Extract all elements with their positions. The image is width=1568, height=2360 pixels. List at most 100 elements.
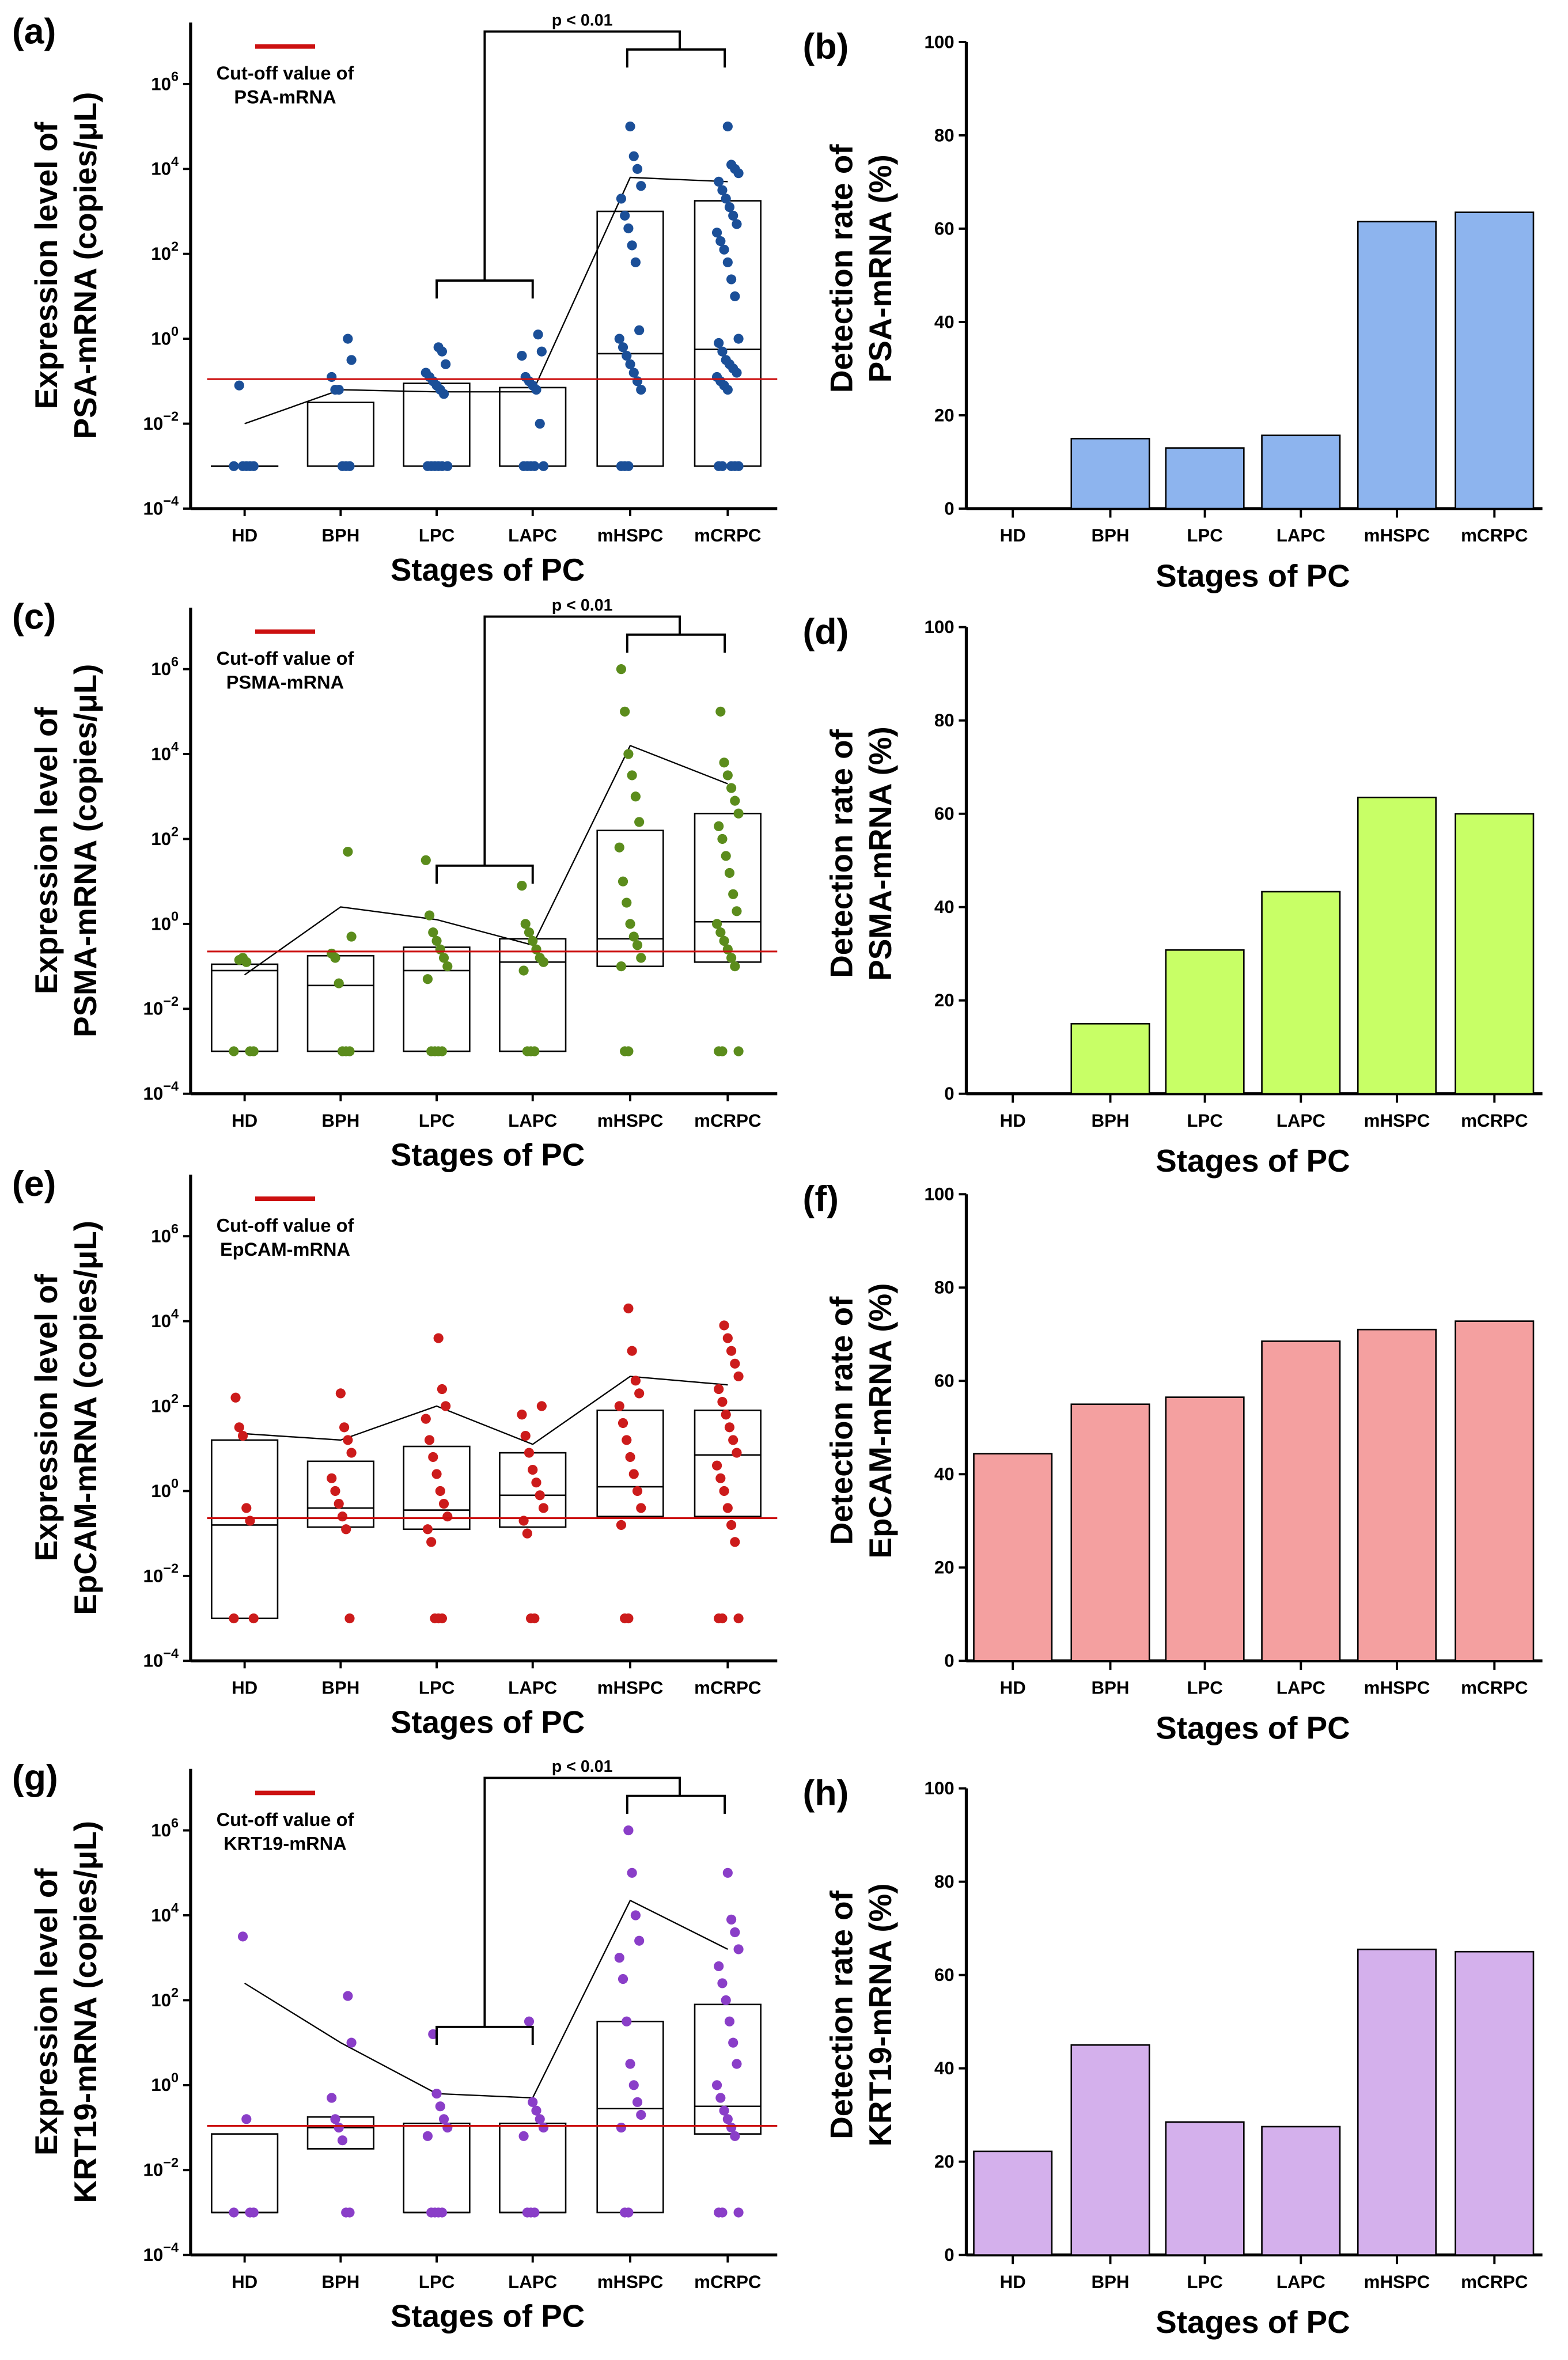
- data-point: [711, 372, 722, 382]
- x-tick-label: mCRPC: [694, 525, 761, 546]
- y-tick-label: 100: [151, 909, 179, 934]
- y-tick-label: 10−2: [143, 2155, 179, 2180]
- data-point: [726, 461, 737, 471]
- data-point: [625, 919, 635, 929]
- box: [694, 200, 762, 467]
- data-point: [343, 846, 353, 857]
- box: [499, 1452, 567, 1528]
- x-tick-label: mHSPC: [1364, 1111, 1430, 1131]
- y-tick-label: 60: [934, 218, 955, 238]
- y-tick-label: 10−4: [143, 1079, 179, 1104]
- mean-line: [244, 176, 728, 425]
- bar: [1261, 891, 1341, 1095]
- box: [306, 2116, 374, 2150]
- data-point: [426, 1537, 437, 1547]
- data-point: [632, 164, 643, 174]
- y-label-line2: KRT19-mRNA (%): [862, 1884, 898, 2147]
- data-point: [620, 2207, 630, 2218]
- data-point: [627, 1867, 637, 1878]
- x-tick-label: LAPC: [508, 2272, 557, 2292]
- x-tick-label: BPH: [1092, 1111, 1130, 1131]
- mean-line: [244, 1376, 728, 1445]
- data-point: [717, 185, 728, 195]
- x-tick-label: HD: [232, 1678, 257, 1698]
- x-tick-label: HD: [232, 525, 257, 546]
- data-point: [426, 1046, 437, 1056]
- panel-c: (c) 10−4 10−2 100 102 104 106 Expression level …: [12, 596, 778, 1173]
- box: [403, 382, 471, 467]
- data-point: [533, 329, 543, 340]
- y-tick-label: 10−2: [143, 1561, 179, 1586]
- data-point: [337, 461, 348, 471]
- data-point: [535, 1490, 545, 1501]
- data-point: [632, 376, 643, 387]
- data-point: [237, 461, 248, 471]
- y-tick-label: 100: [924, 1184, 954, 1204]
- data-point: [628, 368, 639, 378]
- data-point: [520, 919, 531, 929]
- data-point: [524, 2016, 535, 2026]
- panel-f: (f) 0 20 40 60 80 100 Detection rate of EpCAM-mR…: [803, 1179, 1543, 1746]
- data-point: [634, 1388, 645, 1399]
- data-point: [717, 834, 728, 844]
- y-tick-label: 80: [934, 1872, 955, 1892]
- tick-exponent: −2: [163, 1561, 179, 1576]
- data-point: [711, 1460, 722, 1471]
- bar: [973, 2150, 1053, 2256]
- data-point: [430, 1613, 440, 1624]
- y-axis-label: Detection rate of PSMA-mRNA (%): [824, 726, 899, 981]
- bar: [1455, 1950, 1535, 2256]
- data-point: [614, 1953, 624, 1963]
- data-point: [327, 948, 337, 959]
- y-axis-label: Expression level of KRT19-mRNA (copies/μL…: [28, 1821, 103, 2203]
- data-point: [245, 2207, 255, 2218]
- box: [211, 2133, 279, 2214]
- data-point: [237, 1431, 248, 1441]
- data-point: [614, 334, 624, 344]
- data-point: [424, 910, 435, 920]
- data-point: [636, 1503, 646, 1513]
- mean-line: [244, 1899, 728, 2099]
- box: [306, 954, 374, 1052]
- data-point: [733, 808, 744, 819]
- data-point: [431, 2088, 442, 2099]
- y-tick-label: 80: [934, 1278, 955, 1298]
- x-tick-label: mHSPC: [1364, 2272, 1430, 2292]
- x-tick-label: BPH: [321, 2272, 359, 2292]
- data-point: [634, 817, 645, 827]
- y-label-line2: PSMA-mRNA (copies/μL): [67, 664, 103, 1037]
- x-tick-label: LAPC: [1277, 2272, 1325, 2292]
- panel-letter: (f): [803, 1179, 839, 1219]
- data-point: [426, 2207, 437, 2218]
- x-tick-label: mCRPC: [1461, 1678, 1528, 1698]
- data-point: [622, 897, 632, 908]
- data-point: [724, 202, 735, 213]
- data-point: [714, 338, 724, 348]
- data-point: [636, 384, 646, 395]
- data-point: [435, 1486, 445, 1497]
- data-point: [616, 194, 626, 204]
- data-point: [424, 1435, 435, 1445]
- x-tick-label: LPC: [1187, 1678, 1223, 1698]
- data-point: [518, 461, 529, 471]
- x-tick-label: mHSPC: [597, 2272, 664, 2292]
- data-point: [628, 151, 639, 161]
- y-tick-label: 10−2: [143, 994, 179, 1019]
- y-label-line2: PSA-mRNA (copies/μL): [67, 92, 103, 440]
- x-tick-label: LAPC: [1277, 1111, 1325, 1131]
- data-point: [234, 380, 244, 391]
- data-point: [722, 257, 733, 268]
- data-point: [422, 461, 433, 471]
- data-point: [441, 1401, 451, 1411]
- y-axis-label: Expression level of EpCAM-mRNA (copies/μL…: [28, 1221, 103, 1615]
- data-point: [733, 1613, 744, 1624]
- x-tick-label: LAPC: [508, 1678, 557, 1698]
- y-label-line1: Expression level of: [28, 707, 64, 994]
- data-point: [630, 257, 641, 268]
- x-tick-label: mHSPC: [597, 525, 664, 546]
- data-point: [435, 944, 445, 954]
- significance-bracket: [435, 615, 726, 884]
- y-axis-label: Detection rate of PSA-mRNA (%): [824, 144, 899, 393]
- data-point: [343, 1435, 353, 1445]
- data-point: [628, 931, 639, 942]
